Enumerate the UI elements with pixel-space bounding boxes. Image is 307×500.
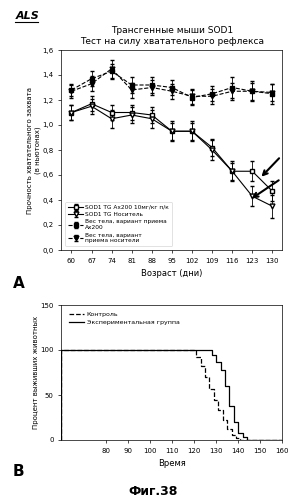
Экспериментальная группа <box>192 347 196 353</box>
Экспериментальная группа <box>205 347 209 353</box>
Контроль <box>221 417 225 423</box>
Контроль <box>234 435 238 441</box>
Контроль <box>225 426 229 432</box>
Legend: Контроль, Экспериментальная группа: Контроль, Экспериментальная группа <box>67 310 181 327</box>
Экспериментальная группа <box>196 347 200 353</box>
Экспериментальная группа <box>60 437 63 443</box>
Text: A: A <box>13 276 25 291</box>
Контроль <box>208 386 211 392</box>
Экспериментальная группа <box>241 434 244 440</box>
Экспериментальная группа <box>201 347 205 353</box>
Контроль <box>216 408 220 414</box>
Line: Экспериментальная группа: Экспериментальная группа <box>61 350 282 440</box>
Экспериментальная группа <box>214 358 218 364</box>
Y-axis label: Прочность хватательного захвата
(в ньютонах): Прочность хватательного захвата (в ньюто… <box>27 86 41 214</box>
Контроль <box>194 354 198 360</box>
Контроль <box>60 437 63 443</box>
Контроль <box>281 437 284 443</box>
Контроль <box>199 363 203 369</box>
Контроль <box>203 374 207 380</box>
Экспериментальная группа <box>281 437 284 443</box>
Title: Трансгенные мыши SOD1
Тест на силу хватательного рефлекса: Трансгенные мыши SOD1 Тест на силу хвата… <box>80 26 264 46</box>
Контроль <box>239 437 242 443</box>
Экспериментальная группа <box>236 430 240 436</box>
Контроль <box>212 396 216 402</box>
Контроль <box>230 432 233 438</box>
Экспериментальная группа <box>245 437 249 443</box>
Legend: SOD1 TG Ax200 10мг/кг п/к, SOD1 TG Носитель, Вес тела, вариант приема
Ax200, Вес: SOD1 TG Ax200 10мг/кг п/к, SOD1 TG Носит… <box>65 202 172 246</box>
Экспериментальная группа <box>232 419 236 425</box>
Экспериментальная группа <box>210 352 214 358</box>
Экспериментальная группа <box>60 347 63 353</box>
Экспериментальная группа <box>227 403 231 409</box>
X-axis label: Время: Время <box>158 459 186 468</box>
Y-axis label: Процент выживших животных: Процент выживших животных <box>33 316 39 429</box>
Text: Фиг.38: Фиг.38 <box>129 485 178 498</box>
Экспериментальная группа <box>219 367 222 373</box>
Text: ALS: ALS <box>15 11 39 21</box>
Line: Контроль: Контроль <box>61 350 282 440</box>
X-axis label: Возраст (дни): Возраст (дни) <box>141 269 203 278</box>
Контроль <box>190 347 194 353</box>
Контроль <box>60 347 63 353</box>
Экспериментальная группа <box>223 383 227 389</box>
Text: B: B <box>13 464 24 479</box>
